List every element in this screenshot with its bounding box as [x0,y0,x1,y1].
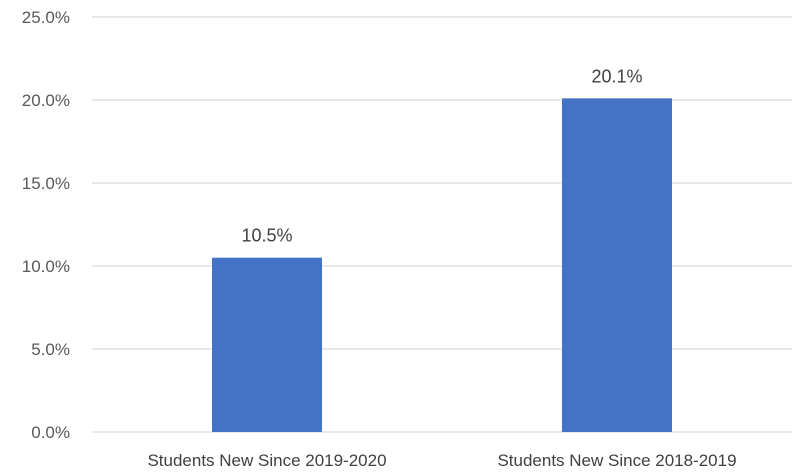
x-category-label: Students New Since 2019-2020 [147,451,386,470]
bars [212,98,672,432]
bar [562,98,672,432]
y-axis-tick-labels: 0.0% 5.0% 10.0% 15.0% 20.0% 25.0% [22,8,70,442]
bar [212,257,322,432]
gridlines [92,16,792,433]
data-label: 20.1% [591,66,642,86]
y-tick-label: 25.0% [22,8,70,27]
x-axis-category-labels: Students New Since 2019-2020 Students New… [147,451,736,470]
y-tick-label: 10.0% [22,257,70,276]
y-tick-label: 20.0% [22,91,70,110]
y-tick-label: 15.0% [22,174,70,193]
x-category-label: Students New Since 2018-2019 [497,451,736,470]
y-tick-label: 0.0% [31,423,70,442]
y-tick-label: 5.0% [31,340,70,359]
data-labels: 10.5% 20.1% [241,66,642,245]
data-label: 10.5% [241,226,292,246]
